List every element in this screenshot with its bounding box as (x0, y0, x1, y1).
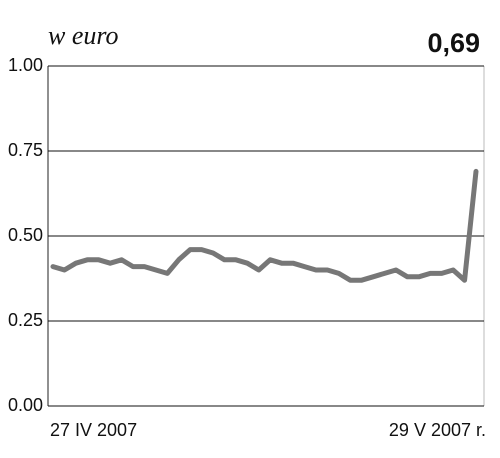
data-line (50, 168, 479, 283)
x-tick-label: 29 V 2007 r. (389, 420, 486, 440)
x-tick-label: 27 IV 2007 (50, 420, 137, 440)
y-tick-label: 0.50 (8, 225, 43, 245)
y-tick-label: 0.75 (8, 140, 43, 160)
last-value: 0,69 (427, 28, 480, 58)
y-tick-label: 0.25 (8, 310, 43, 330)
y-tick-label: 0.00 (8, 395, 43, 415)
y-tick-label: 1.00 (8, 55, 43, 75)
chart-title: w euro (48, 21, 119, 50)
